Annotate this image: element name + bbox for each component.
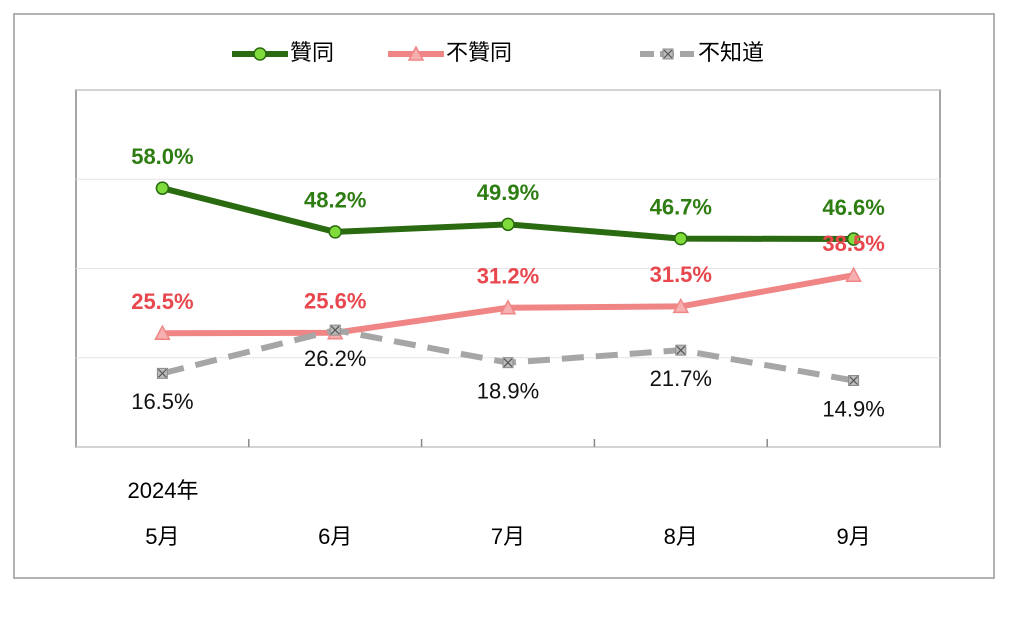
- data-label: 58.0%: [131, 144, 193, 169]
- marker-cross: [157, 368, 167, 378]
- data-label: 48.2%: [304, 188, 366, 213]
- marker: [674, 231, 688, 246]
- marker-cross: [663, 49, 673, 59]
- data-label: 25.6%: [304, 289, 366, 314]
- marker: [846, 232, 861, 246]
- marker: [328, 225, 342, 239]
- marker: [502, 357, 514, 369]
- data-label: 46.6%: [822, 195, 884, 220]
- marker: [253, 47, 267, 61]
- x-tick-label: 6月: [318, 524, 352, 549]
- marker: [848, 375, 860, 387]
- marker: [154, 324, 171, 340]
- data-label: 14.9%: [822, 396, 884, 421]
- data-label: 16.5%: [131, 389, 193, 414]
- marker: [501, 217, 515, 232]
- marker: [155, 181, 170, 195]
- data-label: 46.7%: [650, 194, 712, 219]
- marker-cross: [503, 358, 513, 368]
- data-label: 25.5%: [131, 289, 193, 314]
- x-tick-label: 5月: [145, 524, 179, 549]
- data-label: 31.5%: [650, 262, 712, 287]
- data-label: 18.9%: [477, 378, 539, 403]
- x-tick-label: 9月: [836, 524, 870, 549]
- legend-label: 贊同: [290, 40, 334, 65]
- marker: [675, 344, 687, 356]
- legend-label: 不知道: [698, 40, 764, 65]
- marker-cross: [330, 325, 340, 335]
- data-label: 31.2%: [477, 264, 539, 289]
- data-label: 38.5%: [822, 231, 884, 256]
- marker: [672, 297, 690, 314]
- x-tick-label: 7月: [491, 524, 525, 549]
- marker: [407, 45, 425, 61]
- marker: [156, 367, 168, 379]
- marker: [499, 299, 517, 315]
- data-label: 21.7%: [650, 366, 712, 391]
- data-label: 26.2%: [304, 346, 366, 371]
- legend-label: 不贊同: [446, 40, 512, 65]
- marker: [845, 266, 862, 282]
- year-label: 2024年: [128, 478, 199, 503]
- marker: [662, 48, 674, 60]
- marker-cross: [849, 376, 859, 385]
- marker: [329, 324, 341, 336]
- data-label: 49.9%: [477, 180, 539, 205]
- x-tick-label: 8月: [664, 524, 698, 549]
- marker-cross: [676, 345, 686, 355]
